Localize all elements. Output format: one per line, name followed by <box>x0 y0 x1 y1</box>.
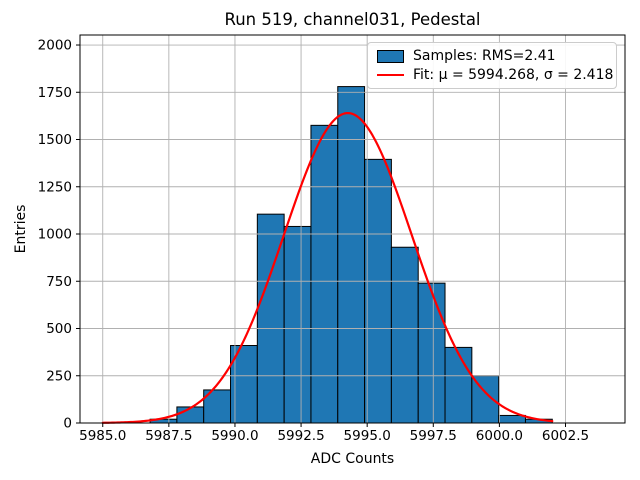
y-tick-label: 1000 <box>38 227 72 243</box>
histogram-bar <box>337 86 366 424</box>
x-tick-label: 5990.0 <box>211 428 258 444</box>
legend-samples-label: Samples: RMS=2.41 <box>413 48 556 64</box>
x-tick-label: 6002.5 <box>542 428 589 444</box>
legend-fit-label: Fit: μ = 5994.268, σ = 2.418 <box>413 67 614 83</box>
x-tick-label: 5997.5 <box>410 428 457 444</box>
histogram-bar <box>283 225 312 424</box>
x-tick-label: 5987.5 <box>145 428 192 444</box>
y-tick-label: 0 <box>63 416 72 432</box>
histogram-bar <box>417 282 446 424</box>
fit-curve <box>101 111 554 424</box>
legend: Samples: RMS=2.41 Fit: μ = 5994.268, σ =… <box>367 42 617 89</box>
x-tick-label: 5995.0 <box>344 428 391 444</box>
histogram-bar <box>310 124 339 424</box>
y-tick-label: 250 <box>46 368 72 384</box>
y-tick-label: 1750 <box>38 85 72 101</box>
y-axis-label: Entries <box>13 204 29 254</box>
y-tick-label: 750 <box>46 274 72 290</box>
samples-histogram-swatch-icon <box>377 49 404 63</box>
legend-item-fit: Fit: μ = 5994.268, σ = 2.418 <box>377 67 613 83</box>
histogram-bar <box>390 246 419 424</box>
fit-line-swatch-icon <box>377 74 404 76</box>
y-tick-label: 1250 <box>38 179 72 195</box>
x-axis-label: ADC Counts <box>310 451 395 467</box>
y-tick-label: 500 <box>46 321 72 337</box>
histogram-bar <box>444 346 473 424</box>
histogram-bar <box>498 414 526 424</box>
x-tick-label: 6000.0 <box>476 428 523 444</box>
chart-title: Run 519, channel031, Pedestal <box>224 10 481 29</box>
y-tick-label: 2000 <box>38 38 72 54</box>
histogram-bar <box>364 158 392 424</box>
x-tick-label: 5992.5 <box>277 428 324 444</box>
x-tick-label: 5985.0 <box>79 428 126 444</box>
legend-item-samples: Samples: RMS=2.41 <box>377 48 607 64</box>
axes-frame <box>79 34 626 424</box>
y-tick-label: 1500 <box>38 132 72 148</box>
